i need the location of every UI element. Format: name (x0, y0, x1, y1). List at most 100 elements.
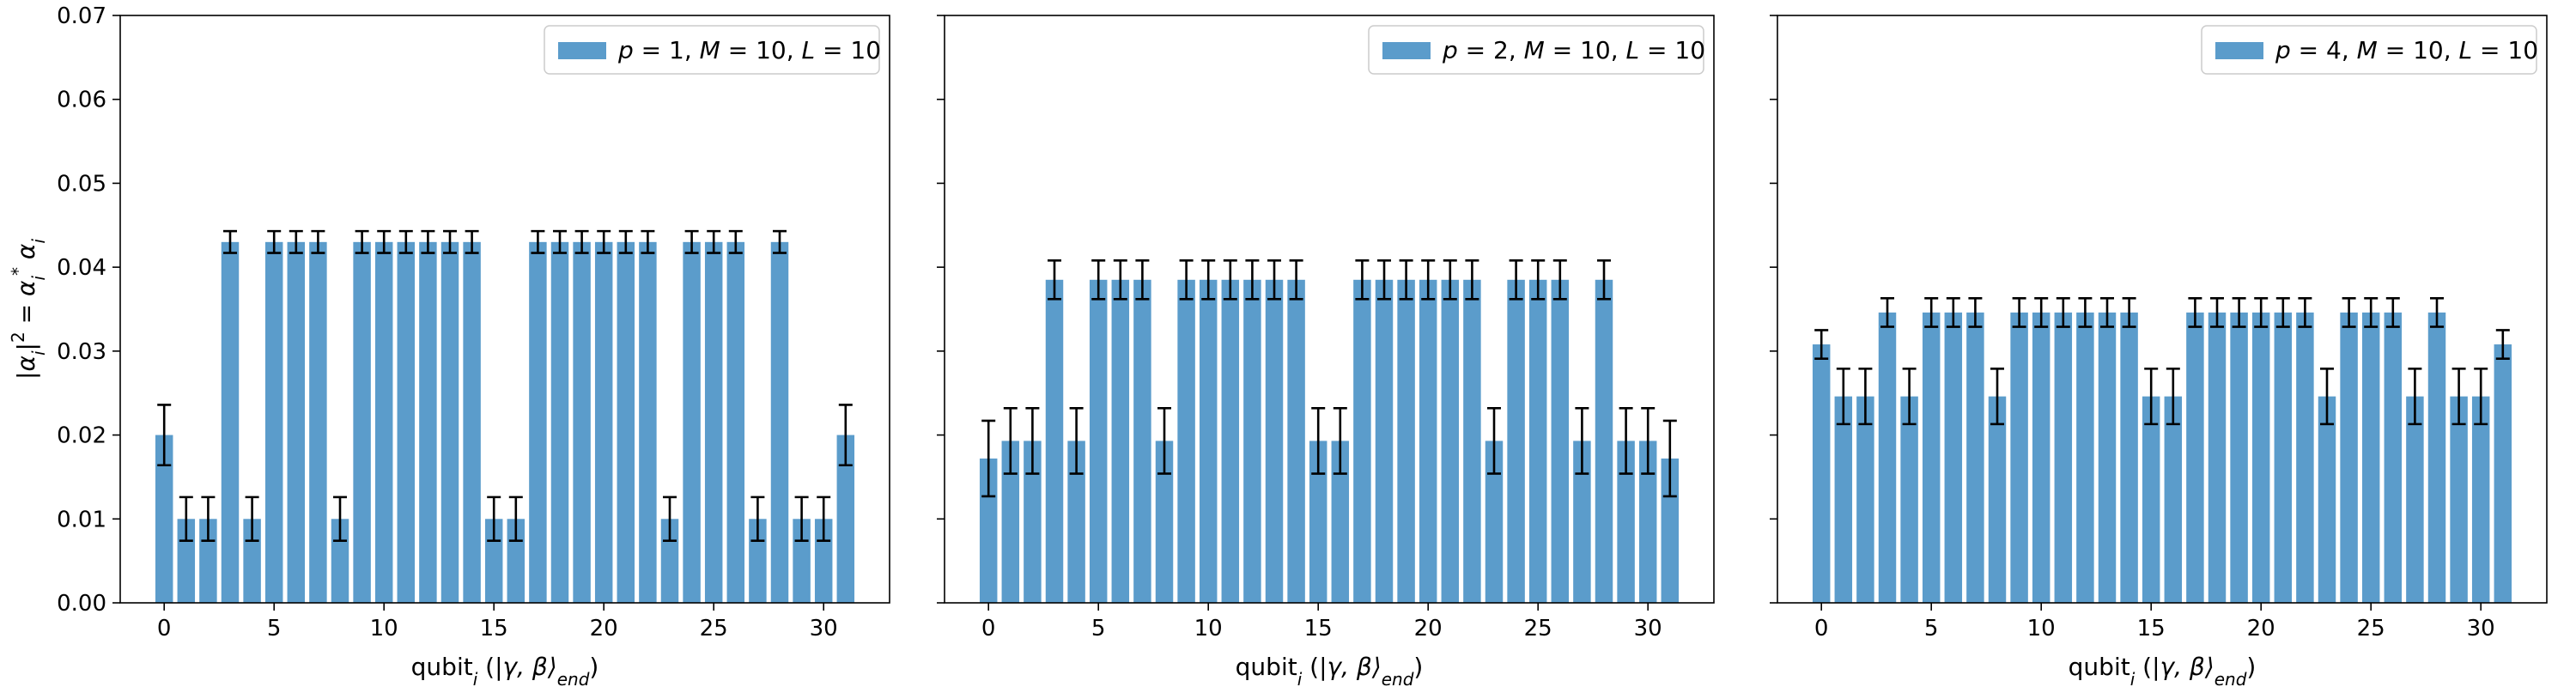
x-tick-label: 15 (2137, 616, 2166, 641)
bar (1045, 279, 1064, 603)
error-bar (1223, 259, 1237, 301)
bar (1243, 279, 1261, 603)
bar (594, 241, 613, 603)
error-bar (355, 229, 369, 254)
error-bar (1597, 259, 1611, 301)
axes-frame (119, 15, 890, 604)
bar (353, 241, 371, 603)
bar (1265, 279, 1284, 603)
bar (573, 241, 591, 603)
error-bar (465, 229, 479, 254)
error-bar (267, 229, 282, 254)
bar (1331, 441, 1350, 603)
error-bar (1924, 296, 1939, 328)
error-bar (1355, 259, 1370, 301)
error-bar (707, 229, 721, 254)
x-tick-label: 10 (2027, 616, 2056, 641)
bar (1441, 279, 1460, 603)
error-bar (289, 229, 303, 254)
error-bar (794, 495, 809, 542)
bar (2427, 312, 2446, 603)
x-tick-label: 15 (480, 616, 508, 641)
bar (2076, 312, 2094, 603)
error-bar (1443, 259, 1457, 301)
error-bar (443, 229, 457, 254)
y-tick-label: 0.01 (57, 507, 106, 532)
bar (221, 241, 240, 603)
error-bar (2188, 296, 2202, 328)
x-tick-label: 5 (1091, 616, 1106, 641)
bar (704, 241, 723, 603)
error-bar (1157, 407, 1171, 475)
error-bar (2298, 296, 2312, 328)
error-bar (201, 495, 216, 542)
legend-swatch (558, 42, 606, 59)
error-bar (1179, 259, 1194, 301)
error-bar (1990, 368, 2004, 426)
legend-swatch (2215, 42, 2263, 59)
bar (1988, 396, 2007, 603)
legend-label: p = 1, M = 10, L = 10 (617, 36, 881, 64)
x-tick-label: 0 (157, 616, 172, 641)
legend-box (2201, 25, 2537, 75)
bar (1922, 312, 1941, 603)
subplot-2: 0 5 10 15 20 25 30 p = 2, M = 10, L = 10 qubiti … (937, 15, 1715, 687)
error-bar (1113, 259, 1127, 301)
bar (287, 241, 306, 603)
error-bar (2385, 296, 2400, 328)
x-tick-label: 25 (2357, 616, 2385, 641)
bar (1661, 458, 1680, 603)
error-bar (2320, 368, 2334, 426)
bar (2032, 312, 2050, 603)
error-bar (223, 229, 237, 254)
x-tick-label: 20 (1414, 616, 1443, 641)
legend: p = 4, M = 10, L = 10 (2201, 25, 2538, 75)
error-bar (817, 495, 831, 542)
error-bar (2364, 296, 2379, 328)
x-tick-label: 30 (2467, 616, 2495, 641)
error-bar (2254, 296, 2269, 328)
error-bar (1641, 407, 1656, 475)
error-bar (1377, 259, 1391, 301)
x-tick-label: 5 (1924, 616, 1939, 641)
x-tick-label: 15 (1304, 616, 1333, 641)
bar (1966, 312, 1984, 603)
legend-swatch (1382, 42, 1431, 59)
error-bar (2430, 296, 2444, 328)
bar (1287, 279, 1305, 603)
error-bar (1946, 296, 1960, 328)
bar (2340, 312, 2358, 603)
bar (1638, 441, 1657, 603)
error-bar (1836, 368, 1850, 426)
bar (1551, 279, 1570, 603)
bar (1089, 279, 1108, 603)
bar (1878, 312, 1897, 603)
error-bar (1531, 259, 1546, 301)
bar (1944, 312, 1963, 603)
error-bar (553, 229, 567, 254)
bar (2450, 396, 2468, 603)
error-bar (750, 495, 765, 542)
legend: p = 2, M = 10, L = 10 (1368, 25, 1705, 75)
error-bar (1662, 419, 1677, 498)
bar (1067, 441, 1085, 603)
error-bar (2275, 296, 2290, 328)
bar (639, 241, 657, 603)
bar (2054, 312, 2073, 603)
error-bar (2012, 296, 2026, 328)
x-tick-label: 0 (981, 616, 996, 641)
bar (1024, 441, 1042, 603)
bar (1353, 279, 1371, 603)
legend-box (1368, 25, 1704, 75)
bar (2406, 396, 2424, 603)
error-bar (1289, 259, 1303, 301)
bar (309, 241, 327, 603)
bar (1485, 441, 1504, 603)
error-bar (2034, 296, 2049, 328)
bar (419, 241, 437, 603)
bar (617, 241, 635, 603)
error-bar (1069, 407, 1084, 475)
x-tick-label: 20 (590, 616, 618, 641)
error-bar (1048, 259, 1061, 301)
